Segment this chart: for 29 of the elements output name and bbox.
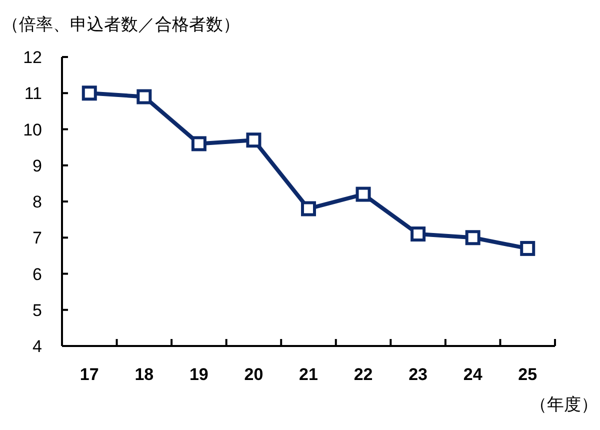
- y-tick-label: 5: [32, 300, 42, 320]
- x-axis-title: （年度）: [530, 395, 598, 414]
- x-tick-label: 22: [354, 365, 373, 384]
- y-tick-label: 7: [32, 228, 42, 248]
- x-tick-label: 17: [80, 365, 99, 384]
- point: [246, 132, 262, 148]
- y-tick-label: 8: [32, 192, 42, 212]
- point: [82, 86, 97, 101]
- point: [136, 89, 152, 104]
- y-tick-label: 11: [24, 84, 42, 104]
- x-tick-label: 20: [244, 365, 264, 384]
- x-tick-label: 21: [299, 365, 318, 384]
- point: [301, 201, 316, 216]
- y-tick-label: 10: [23, 120, 42, 140]
- point: [520, 240, 536, 256]
- point: [191, 136, 206, 152]
- x-tick-label: 19: [189, 365, 208, 384]
- point: [410, 226, 426, 242]
- y-tick-label: 9: [32, 156, 42, 176]
- x-tick-label: 18: [134, 365, 154, 384]
- y-tick-label: 12: [23, 48, 42, 67]
- x-tick-label: 23: [408, 365, 428, 384]
- point: [356, 186, 371, 202]
- x-tick-label: 24: [463, 365, 483, 384]
- y-tick-label: 4: [32, 337, 42, 356]
- y-tick-label: 6: [32, 264, 42, 284]
- point: [465, 230, 480, 246]
- y-axis-title: （倍率、申込者数／合格者数）: [2, 15, 240, 34]
- x-tick-label: 25: [518, 365, 538, 384]
